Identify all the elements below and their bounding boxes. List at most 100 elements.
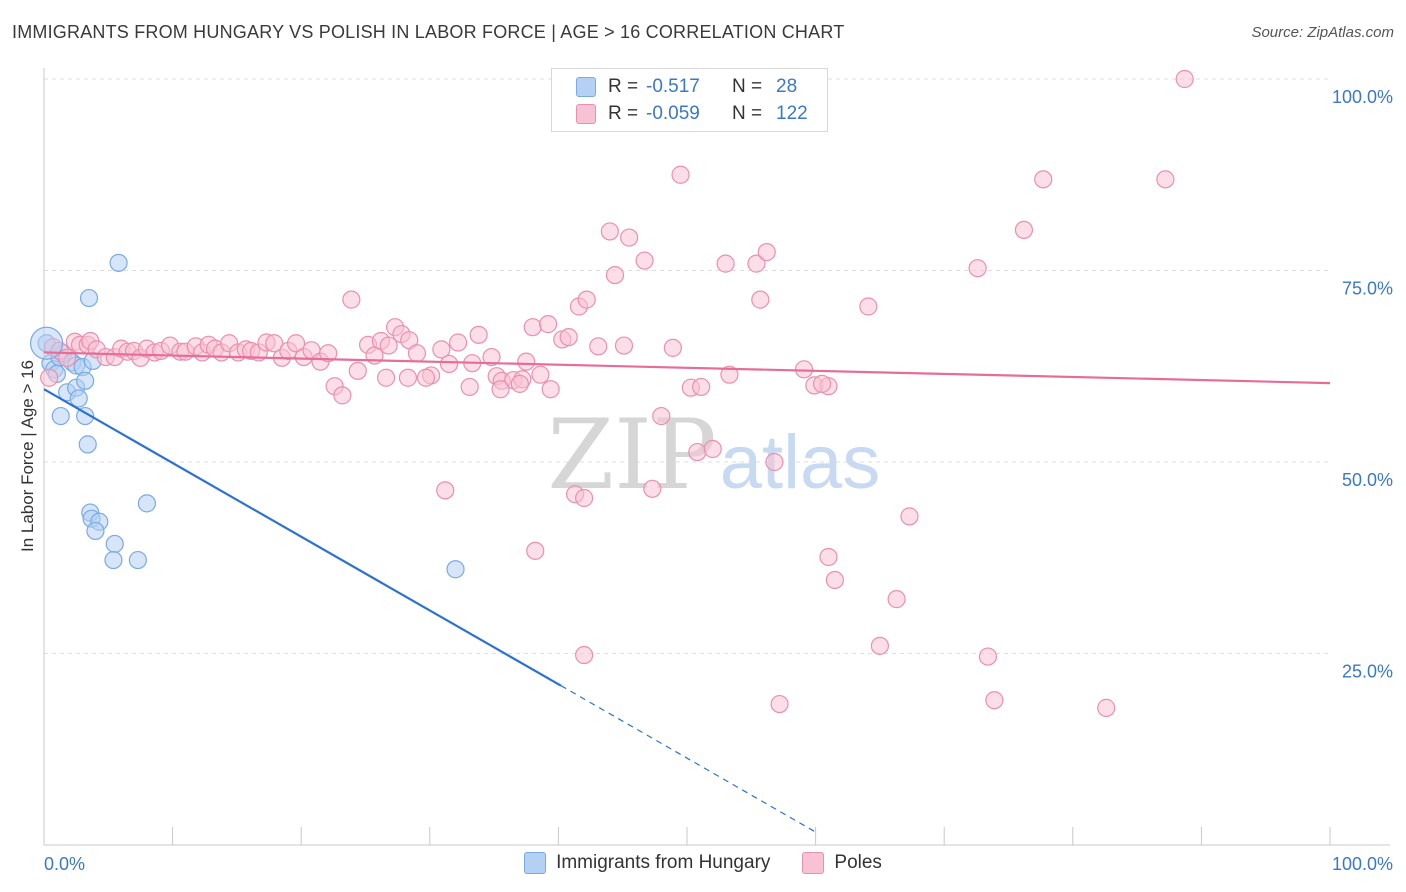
poles-point [469,325,488,344]
poles-point [436,481,455,500]
poles-point [531,365,550,384]
poles-point [342,290,361,309]
poles-point [541,380,560,399]
y-tick-label: 75.0% [1342,279,1393,299]
poles-point [652,406,671,426]
legend-label: Poles [834,852,882,873]
poles-point [348,361,367,380]
hungary-point [76,406,95,426]
poles-point [526,541,545,560]
poles-point [517,352,536,371]
hungary-point [104,550,123,570]
hungary-trend-line [43,388,562,687]
hungary-trend-extension [560,685,819,835]
poles-point [398,368,418,387]
chart-title: IMMIGRANTS FROM HUNGARY VS POLISH IN LAB… [12,22,845,42]
poles-point [575,488,594,508]
poles-point [671,165,690,184]
poles-point [600,222,619,241]
poles-point [859,297,878,316]
poles-point [439,354,459,374]
poles-point [978,647,998,666]
poles-point [770,694,789,714]
poles-point [319,344,338,363]
poles-point [376,368,396,387]
poles-point [635,251,654,270]
poles-point [333,386,352,405]
poles-point [614,336,634,355]
poles-swatch [802,852,825,874]
hungary-point [446,560,465,579]
poles-point [620,228,639,247]
poles-point [825,570,844,590]
gridlines [44,78,1330,654]
poles-point [460,377,479,397]
axes [43,68,1390,846]
poles-point [40,368,59,387]
hungary-point [79,288,99,308]
poles-point [416,368,436,387]
stats-legend: R = -0.517 N = 28 R = -0.059 N = 122 [551,68,828,132]
poles-point [432,340,451,359]
poles-point [1175,69,1194,89]
poles-point [1156,170,1175,189]
poles-point [1034,170,1053,189]
hungary-point [128,550,147,570]
hungary-point [76,371,95,390]
stats-row-hungary: R = -0.517 N = 28 [576,74,797,100]
poles-point [539,315,558,334]
poles-point [589,337,608,356]
r-value: -0.517 [646,76,700,97]
poles-point [870,636,890,655]
poles-point [716,254,735,273]
poles-point [900,507,919,526]
poles-point [379,336,398,355]
poles-point [491,380,510,399]
poles-point [663,338,682,357]
poles-point [765,452,784,472]
poles-point [510,374,529,393]
poles-swatch [576,104,596,124]
poles-point [643,479,662,498]
poles-point [751,290,770,309]
poles-point [968,259,987,278]
poles-point [1097,698,1116,717]
poles-point [523,318,542,337]
hungary-point [69,389,88,408]
y-tick-label: 25.0% [1342,662,1393,682]
trend-lines [43,351,1331,835]
legend-item-hungary[interactable]: Immigrants from Hungary [524,852,770,874]
legend-item-poles[interactable]: Poles [802,852,882,874]
n-value: 28 [776,76,798,97]
hungary-swatch [524,852,547,874]
poles-point [559,328,578,347]
poles-point [577,290,596,309]
hungary-swatch [576,77,596,97]
poles-point [703,439,722,459]
poles-point [407,344,427,363]
poles-point [575,645,594,665]
poles-point [747,254,766,273]
n-label: N = [732,103,763,124]
series-legend: Immigrants from Hungary Poles [0,852,1406,874]
hungary-point [51,406,70,426]
poles-point [720,365,739,384]
y-tick-label: 50.0% [1342,470,1393,490]
poles-point [819,547,838,567]
x-tick-label-min: 0.0% [44,854,85,874]
hungary-point-large [29,326,64,360]
poles-point [482,347,501,367]
poles-point [887,590,906,609]
poles-point [692,377,711,397]
source-label: Source: ZipAtlas.com [1251,24,1394,41]
r-value: -0.059 [646,103,700,124]
poles-point [985,691,1004,710]
hungary-point [86,521,105,541]
hungary-point [109,253,128,272]
watermark-atlas: atlas [720,420,881,505]
y-tick-label: 100.0% [1332,87,1393,107]
poles-point [265,334,284,353]
n-value: 122 [776,103,808,124]
poles-point [757,243,776,262]
poles-point [286,334,306,353]
